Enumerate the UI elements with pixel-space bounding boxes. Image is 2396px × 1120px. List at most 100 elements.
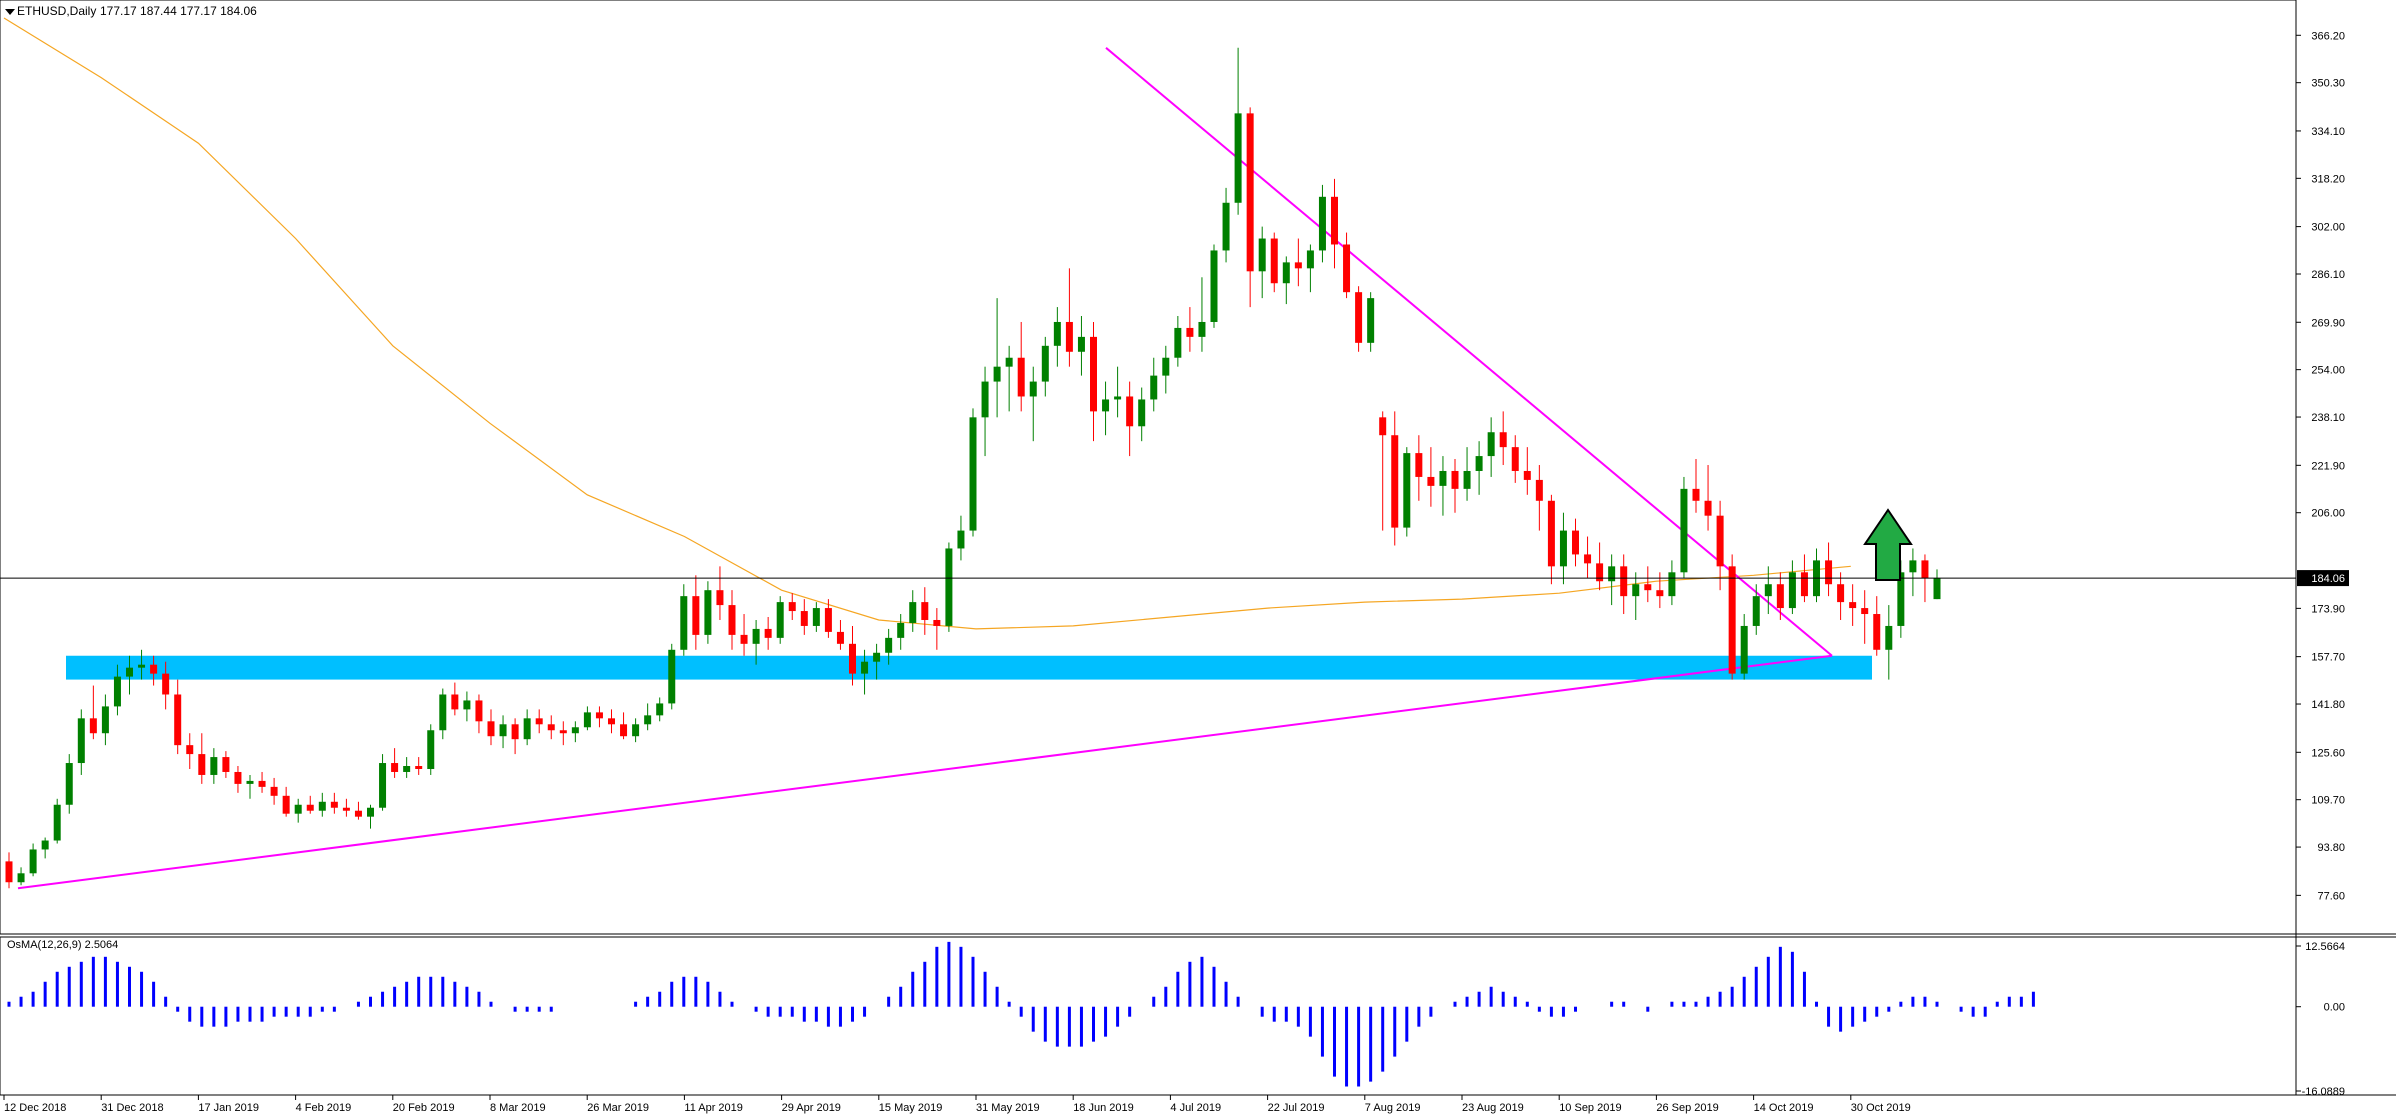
time-axis-label: 11 Apr 2019 <box>684 1102 743 1114</box>
candle-body <box>1294 262 1302 269</box>
candle-body <box>1535 479 1543 501</box>
candle-body <box>439 694 447 731</box>
candle-body <box>162 673 170 695</box>
candle-body <box>29 849 37 874</box>
candle-body <box>595 712 603 719</box>
candle-body <box>728 605 736 635</box>
candle-body <box>957 530 965 549</box>
candle-body <box>1656 590 1664 597</box>
price-axis-label: 366.20 <box>2311 30 2345 42</box>
candle-body <box>1222 202 1230 251</box>
candle-body <box>126 667 133 677</box>
ascending-trendline <box>17 654 1833 890</box>
candle-body <box>1800 572 1808 597</box>
candle-body <box>861 661 869 674</box>
osma-axis-label: -16.0889 <box>2302 1086 2345 1098</box>
candle-body <box>921 602 929 620</box>
candle-body <box>571 727 579 734</box>
candle-body <box>933 619 941 626</box>
candle-body <box>210 757 218 775</box>
osma-axis-label: 12.5664 <box>2305 941 2345 953</box>
candle-body <box>1463 470 1471 489</box>
time-axis-label: 4 Jul 2019 <box>1170 1102 1221 1114</box>
trendline-layer <box>17 47 1833 890</box>
candle-body <box>1764 584 1772 597</box>
candle-body <box>1608 566 1616 582</box>
candle-body <box>1572 530 1579 555</box>
candle-body <box>993 366 1001 382</box>
descending-trendline <box>1105 47 1833 657</box>
candle-body <box>1427 476 1435 486</box>
candle-body <box>620 724 628 737</box>
candle-body <box>644 715 652 725</box>
candle-body <box>1306 250 1314 269</box>
candle-body <box>800 611 808 626</box>
candle-body <box>1692 488 1700 501</box>
candle-body <box>1077 336 1085 352</box>
candle-body <box>246 780 254 784</box>
candle-body <box>270 786 278 796</box>
candle-body <box>1451 470 1459 489</box>
candle-body <box>403 766 411 772</box>
time-axis-label: 23 Aug 2019 <box>1462 1102 1524 1114</box>
candle-body <box>475 700 483 722</box>
candle-body <box>1367 298 1375 343</box>
candle-body <box>1318 196 1326 251</box>
candle-body <box>824 608 832 632</box>
candle-body <box>1559 530 1567 567</box>
price-axis-label: 125.60 <box>2311 747 2345 759</box>
candles-layer <box>5 47 1941 889</box>
candle-body <box>1680 488 1688 573</box>
price-axis-label: 254.00 <box>2311 365 2345 377</box>
time-axis-label: 22 Jul 2019 <box>1268 1102 1325 1114</box>
candle-body <box>1114 396 1122 400</box>
candle-body <box>1885 625 1893 650</box>
candle-body <box>632 724 640 737</box>
candle-body <box>776 602 784 638</box>
candle-body <box>150 664 158 674</box>
candle-body <box>1331 196 1338 245</box>
candle-body <box>981 381 989 418</box>
chart-menu-triangle-icon[interactable] <box>5 9 15 15</box>
candle-body <box>186 745 194 755</box>
price-axis-label: 109.70 <box>2311 795 2345 807</box>
candle-body <box>1499 432 1507 448</box>
candle-body <box>1620 566 1628 597</box>
candle-body <box>1752 596 1760 626</box>
moving-average-layer <box>3 17 1851 630</box>
candle-body <box>1198 321 1206 337</box>
time-axis-label: 29 Apr 2019 <box>782 1102 841 1114</box>
candle-body <box>1403 453 1411 528</box>
current-price-label: 184.06 <box>2311 573 2345 585</box>
time-axis-label: 14 Oct 2019 <box>1754 1102 1814 1114</box>
candle-body <box>1041 345 1049 382</box>
candle-body <box>692 596 700 635</box>
price-axis-label: 318.20 <box>2311 173 2345 185</box>
candle-body <box>1632 584 1640 597</box>
osma-axis-labels: 12.5664 0.00 -16.0889 <box>2296 941 2345 1098</box>
candle-body <box>1475 456 1483 471</box>
candle-body <box>680 596 688 650</box>
candle-body <box>415 766 423 769</box>
moving-average-line <box>3 17 1851 630</box>
price-axis-labels: 366.20 350.30 334.10 318.20 302.00 286.10 269.… <box>2296 30 2349 902</box>
candle-body <box>909 602 917 623</box>
price-axis-label: 157.70 <box>2311 652 2345 664</box>
candle-body <box>354 810 362 817</box>
candle-body <box>1391 435 1399 528</box>
price-axis-label: 286.10 <box>2311 269 2345 281</box>
osma-indicator-label: OsMA(12,26,9) 2.5064 <box>7 939 119 951</box>
candle-body <box>523 718 531 740</box>
candle-body <box>511 724 519 740</box>
candle-body <box>463 700 471 710</box>
candle-body <box>138 664 146 668</box>
time-axis-label: 15 May 2019 <box>879 1102 943 1114</box>
time-axis-label: 12 Dec 2018 <box>4 1102 66 1114</box>
candle-body <box>487 721 495 737</box>
price-axis-label: 302.00 <box>2311 222 2345 234</box>
candle-body <box>330 801 338 808</box>
price-axis-label: 350.30 <box>2311 78 2345 90</box>
candle-body <box>1102 399 1110 412</box>
candle-body <box>53 804 61 841</box>
